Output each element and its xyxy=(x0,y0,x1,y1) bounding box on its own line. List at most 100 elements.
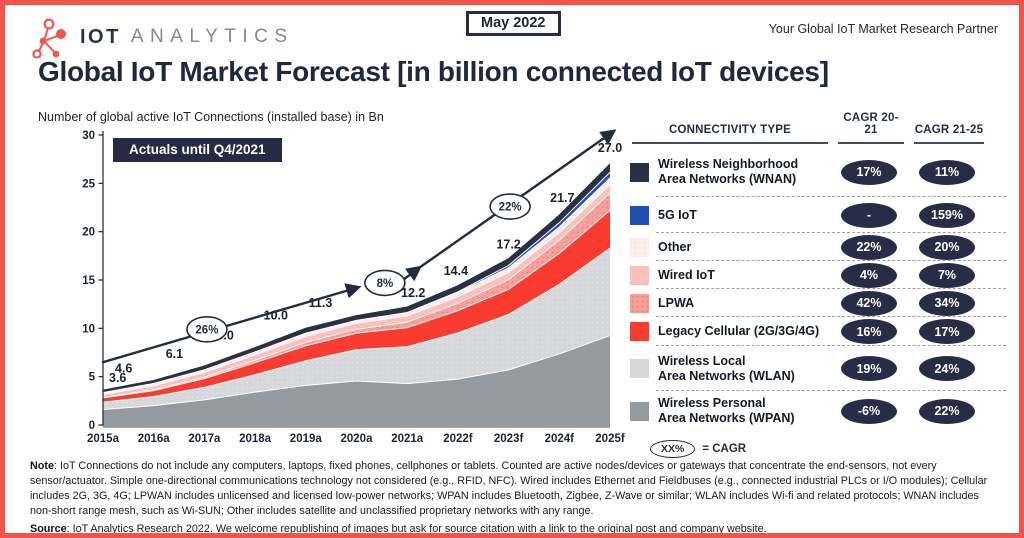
area-0 xyxy=(103,335,610,425)
cagr-20-21-pill: - xyxy=(841,202,897,228)
x-tick-label: 2024f xyxy=(545,433,575,445)
connectivity-table-header: CONNECTIVITY TYPE CAGR 20-21 CAGR 21-25 xyxy=(628,112,1020,144)
cagr-bubble-label: 8% xyxy=(377,278,394,290)
iot-analytics-logo: IOT ANALYTICS xyxy=(30,16,294,58)
x-tick-label: 2025f xyxy=(595,433,625,445)
legend-label: Legacy Cellular (2G/3G/4G) xyxy=(658,324,820,339)
cagr-annotation: 26% 8% 22% xyxy=(101,129,617,364)
cagr-bubble xyxy=(364,269,406,297)
source-label: Source xyxy=(30,523,67,536)
legend-swatch xyxy=(630,237,649,257)
legend-label: Wireless Personal Area Networks (WPAN) xyxy=(658,396,795,425)
cagr-bubble xyxy=(489,193,531,220)
x-tick-label: 2017a xyxy=(188,433,221,445)
x-tick-label: 2020a xyxy=(341,433,374,445)
header-connectivity-type: CONNECTIVITY TYPE xyxy=(632,124,828,144)
cagr-oval: XX% xyxy=(650,440,696,458)
legend-swatch xyxy=(630,205,649,225)
logo-text-analytics: ANALYTICS xyxy=(130,26,294,47)
molecule-logo-icon xyxy=(32,18,66,58)
note-label: Note xyxy=(30,460,54,472)
legend-swatch xyxy=(630,265,649,285)
legend-row: Legacy Cellular (2G/3G/4G) 16% 17% xyxy=(628,317,1020,346)
footnotes: Note: IoT Connections do not include any… xyxy=(30,459,996,538)
x-tick-label: 2015a xyxy=(87,433,120,445)
header-tagline: Your Global IoT Market Research Partner xyxy=(768,22,998,36)
legend-row: 5G IoT -159% xyxy=(628,197,1020,233)
cagr-arrow xyxy=(101,283,362,364)
x-tick-label: 2021a xyxy=(391,433,424,445)
cagr-21-25-pill: 11% xyxy=(919,159,975,185)
stacked-areas xyxy=(102,163,611,425)
legend-row: Wireless Personal Area Networks (WPAN) -6%… xyxy=(628,391,1020,431)
note-paragraph: Note: IoT Connections do not include any… xyxy=(30,460,988,518)
cagr-20-21-pill: 4% xyxy=(841,262,897,288)
x-tick-label: 2022f xyxy=(443,433,473,445)
total-label: 17.2 xyxy=(496,238,520,252)
legend-label: Other xyxy=(658,239,692,254)
x-tick-label: 2019a xyxy=(290,433,323,445)
logo-text-iot: IOT xyxy=(80,25,121,48)
total-label: 4.6 xyxy=(115,362,132,376)
cagr-bubble-label: 22% xyxy=(499,202,522,214)
area-2 xyxy=(103,210,610,403)
legend-swatch xyxy=(630,359,649,378)
cagr-20-21-pill: 42% xyxy=(841,290,897,316)
axes: 0 5 10 15 20 25 30 2015a 2016a 2017a 2018a 2019a 202… xyxy=(82,130,625,445)
total-label: 21.7 xyxy=(550,191,574,205)
x-tick-label: 2018a xyxy=(239,433,272,445)
actuals-badge: Actuals until Q4/2021 xyxy=(113,138,282,162)
cagr-20-21-pill: -6% xyxy=(841,398,897,424)
y-tick-label: 0 xyxy=(89,420,95,432)
legend-row: Other 22% 20% xyxy=(628,233,1020,261)
legend-swatch xyxy=(630,293,649,313)
y-tick-label: 5 xyxy=(89,372,96,384)
cagr-20-21-pill: 22% xyxy=(841,234,897,260)
y-tick-label: 30 xyxy=(82,130,95,142)
legend-label: Wired IoT xyxy=(658,267,715,282)
chart-subtitle: Number of global active IoT Connections … xyxy=(38,110,384,124)
cagr-arrow xyxy=(402,265,423,282)
legend-rows: Wireless Neighborhood Area Networks (WNAN… xyxy=(628,147,1020,431)
total-label: 3.6 xyxy=(109,371,126,385)
cagr-21-25-pill: 34% xyxy=(919,290,975,316)
cagr-21-25-pill: 20% xyxy=(919,234,975,260)
cagr-21-25-pill: 159% xyxy=(919,202,975,228)
cagr-bubble xyxy=(186,315,228,343)
cagr-legend-note: XX% = CAGR xyxy=(650,440,1020,458)
y-tick-label: 25 xyxy=(82,178,95,190)
cagr-note-text: = CAGR xyxy=(702,443,747,455)
cagr-20-21-pill: 19% xyxy=(841,356,897,381)
legend-label: 5G IoT xyxy=(658,207,697,222)
legend-label: LPWA xyxy=(658,295,695,310)
cagr-20-21-pill: 16% xyxy=(841,319,897,344)
forecast-chart: 0 5 10 15 20 25 30 2015a 2016a 2017a 2018a 2019a 202… xyxy=(82,129,625,445)
legend-swatch xyxy=(630,162,649,182)
cagr-21-25-pill: 7% xyxy=(919,262,975,288)
area-1 xyxy=(103,248,610,410)
legend-label: Wireless Neighborhood Area Networks (WNAN… xyxy=(658,157,799,186)
date-badge: May 2022 xyxy=(466,11,561,36)
legend-row: LPWA 42% 34% xyxy=(628,289,1020,317)
total-label: 12.2 xyxy=(401,286,425,300)
legend-row: Wired IoT 4% 7% xyxy=(628,261,1020,289)
source-paragraph: Source: IoT Analytics Research 2022. We … xyxy=(30,523,767,536)
y-tick-label: 15 xyxy=(82,275,95,287)
legend-row: Wireless Local Area Networks (WLAN) 19% 24% xyxy=(628,346,1020,391)
cagr-21-25-pill: 24% xyxy=(919,356,975,381)
cagr-21-25-pill: 17% xyxy=(919,319,975,344)
cagr-20-21-pill: 17% xyxy=(841,159,897,185)
total-label: 27.0 xyxy=(598,141,622,155)
connectivity-table: CONNECTIVITY TYPE CAGR 20-21 CAGR 21-25 … xyxy=(628,112,1020,458)
total-label: 6.1 xyxy=(166,347,183,361)
y-tick-label: 20 xyxy=(82,227,95,239)
legend-row: Wireless Neighborhood Area Networks (WNAN… xyxy=(628,147,1020,197)
header-cagr-21-25: CAGR 21-25 xyxy=(914,124,984,144)
total-label: 14.4 xyxy=(444,264,468,278)
legend-label: Wireless Local Area Networks (WLAN) xyxy=(658,353,795,383)
legend-swatch xyxy=(630,322,649,341)
cagr-bubble-label: 26% xyxy=(195,324,218,336)
y-tick-label: 10 xyxy=(82,323,95,335)
total-label: 10.0 xyxy=(264,308,288,322)
